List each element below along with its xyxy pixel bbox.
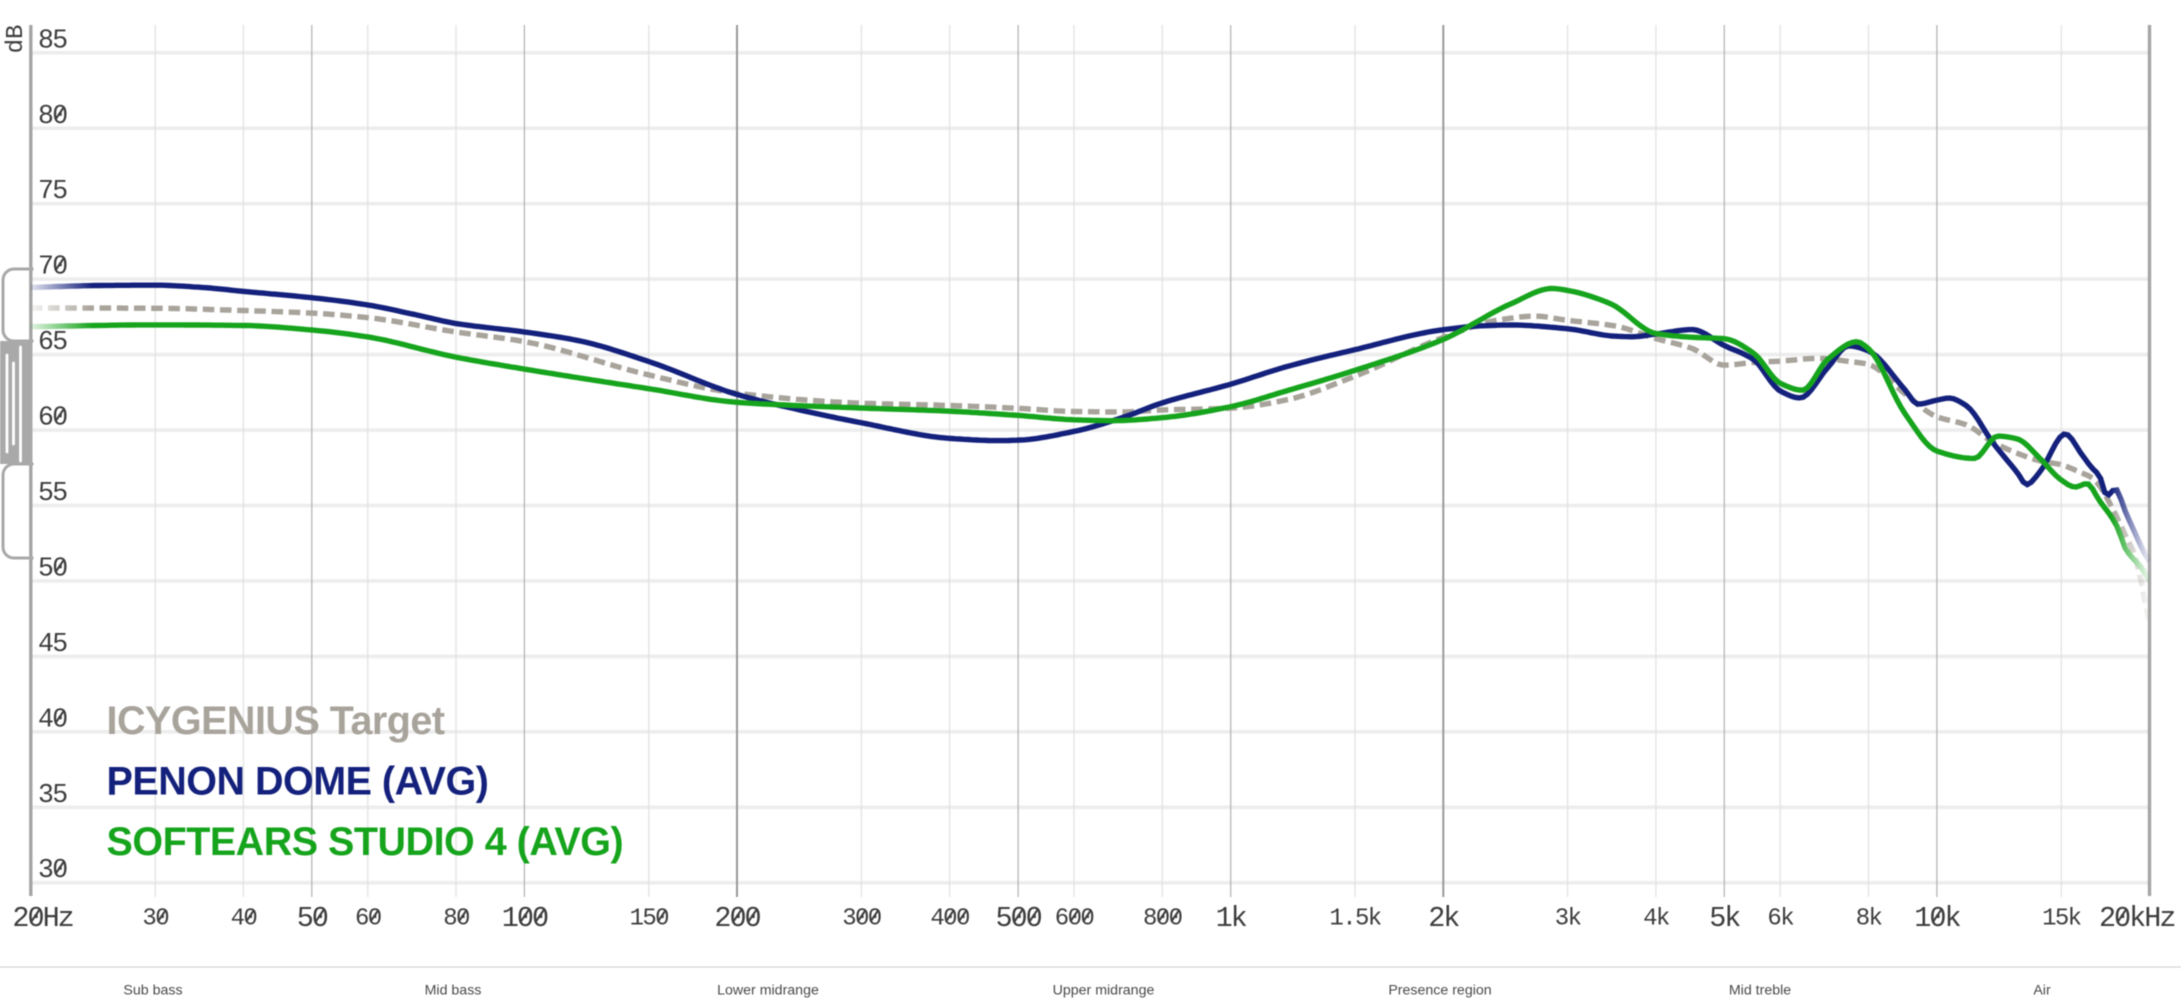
svg-text:400: 400: [930, 906, 969, 933]
svg-text:8k: 8k: [1856, 906, 1883, 933]
svg-text:40: 40: [38, 704, 67, 734]
svg-text:100: 100: [502, 902, 548, 935]
svg-text:300: 300: [842, 906, 881, 933]
svg-text:60: 60: [355, 906, 381, 933]
svg-text:Air: Air: [2033, 983, 2051, 999]
svg-text:1k: 1k: [1216, 902, 1247, 935]
svg-text:800: 800: [1143, 906, 1182, 933]
svg-text:80: 80: [443, 906, 469, 933]
svg-text:Upper midrange: Upper midrange: [1053, 983, 1155, 999]
svg-text:10k: 10k: [1914, 902, 1960, 935]
svg-text:SOFTEARS STUDIO 4 (AVG): SOFTEARS STUDIO 4 (AVG): [107, 820, 624, 864]
svg-text:45: 45: [38, 629, 67, 659]
svg-text:50: 50: [297, 902, 328, 935]
svg-text:65: 65: [38, 327, 67, 357]
svg-text:5k: 5k: [1709, 902, 1740, 935]
svg-text:ICYGENIUS Target: ICYGENIUS Target: [107, 699, 445, 743]
svg-text:60: 60: [38, 403, 67, 433]
svg-text:30: 30: [142, 906, 168, 933]
svg-text:3k: 3k: [1555, 906, 1582, 933]
svg-text:85: 85: [38, 25, 67, 55]
svg-text:600: 600: [1055, 906, 1094, 933]
svg-text:PENON DOME (AVG): PENON DOME (AVG): [107, 760, 489, 804]
svg-text:1.5k: 1.5k: [1329, 906, 1381, 933]
svg-text:20kHz: 20kHz: [2099, 902, 2175, 935]
svg-text:50: 50: [38, 553, 67, 583]
svg-text:75: 75: [38, 176, 67, 206]
svg-text:Presence region: Presence region: [1388, 983, 1491, 999]
svg-text:dB: dB: [3, 25, 30, 54]
svg-text:6k: 6k: [1767, 906, 1794, 933]
svg-text:20Hz: 20Hz: [12, 902, 72, 935]
svg-text:500: 500: [995, 902, 1041, 935]
svg-text:55: 55: [38, 478, 67, 508]
svg-text:2k: 2k: [1428, 902, 1459, 935]
svg-text:40: 40: [231, 906, 257, 933]
svg-text:Lower midrange: Lower midrange: [717, 983, 819, 999]
svg-text:80: 80: [38, 101, 67, 131]
svg-text:Mid bass: Mid bass: [425, 983, 482, 999]
svg-text:200: 200: [714, 902, 760, 935]
svg-text:150: 150: [630, 906, 669, 933]
svg-text:70: 70: [38, 252, 67, 282]
svg-text:15k: 15k: [2042, 906, 2082, 933]
svg-text:4k: 4k: [1643, 906, 1670, 933]
svg-text:Sub bass: Sub bass: [123, 983, 182, 999]
svg-text:Mid treble: Mid treble: [1729, 983, 1791, 999]
svg-text:35: 35: [38, 780, 67, 810]
svg-text:30: 30: [38, 855, 67, 885]
